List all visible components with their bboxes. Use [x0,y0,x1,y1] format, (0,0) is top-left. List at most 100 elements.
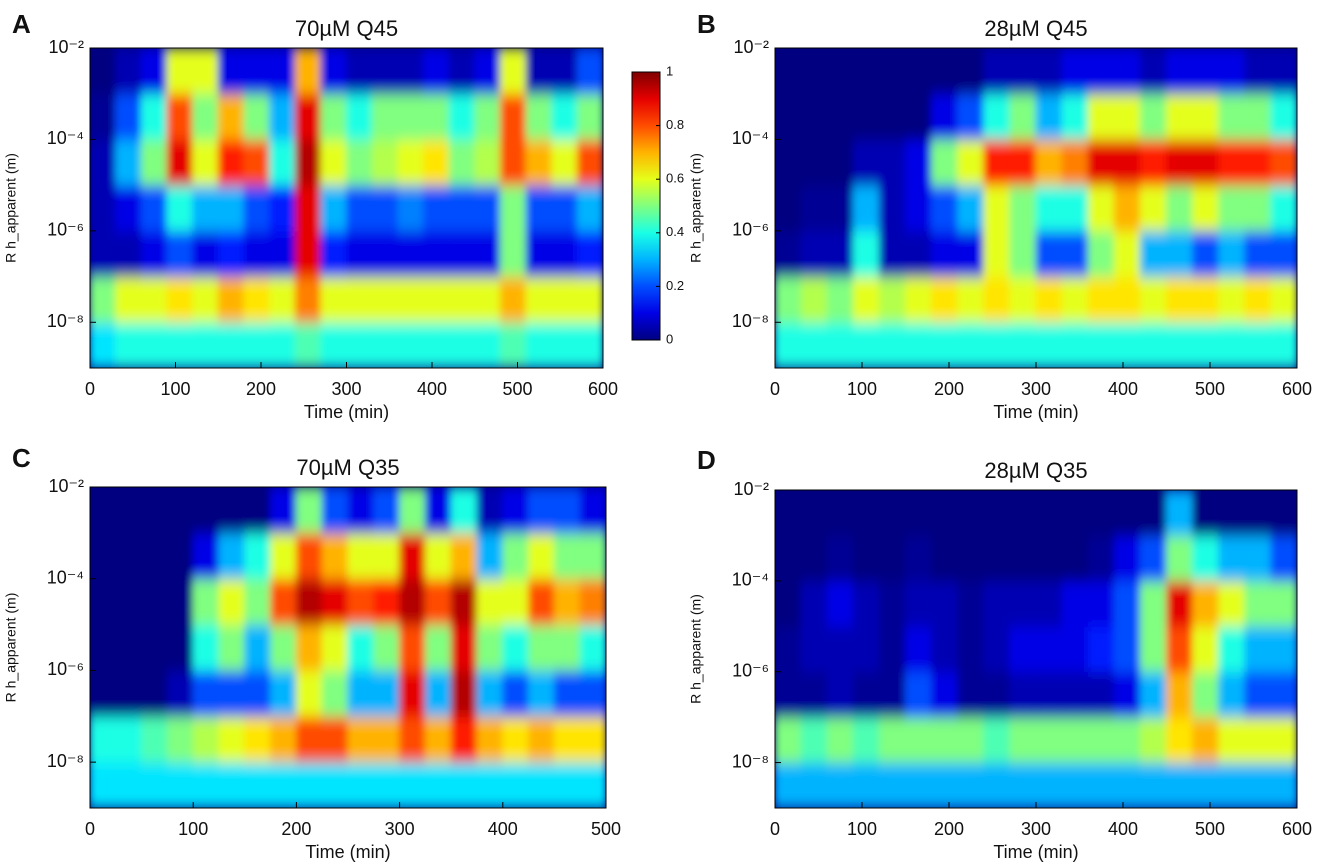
heat-cell [905,762,933,808]
heat-cell [1087,138,1115,186]
heat-cell [399,715,426,763]
heat-cell [90,48,117,95]
heat-cell [1087,671,1115,718]
y-tick-label: 10⁻⁴ [47,128,84,148]
heat-cell [775,762,802,808]
x-axis-label: Time (min) [304,402,389,422]
heat-cell [166,669,194,717]
heat-cell [775,93,802,140]
heat-cell [1218,671,1246,718]
heat-cell [1035,580,1063,627]
heat-cell [373,578,401,626]
heat-cell [90,578,117,626]
heatmap-clip [90,48,603,368]
y-tick-label: 10⁻⁶ [732,220,769,240]
heat-cell [800,671,828,718]
heat-cell [166,532,194,580]
heat-cell [218,487,246,534]
heat-cell [775,671,802,718]
heat-cell [957,580,985,627]
heat-cell [448,138,476,186]
heat-cell [422,138,450,186]
x-tick-label: 400 [488,819,518,839]
heat-cell [1139,762,1167,808]
heat-cell [346,230,373,278]
heat-cell [295,487,323,534]
heat-cell [1270,138,1297,186]
heat-cell [115,276,142,323]
heat-cell [1192,671,1220,718]
heat-cell [1009,580,1037,627]
heat-cell [1244,716,1272,764]
heat-cell [474,321,501,368]
heat-cell [826,625,854,673]
heat-cell [1035,48,1063,95]
heat-cell [1087,184,1115,232]
heat-cell [140,48,168,95]
heat-cell [1270,230,1297,278]
heat-cell [399,624,426,671]
heat-cell [243,321,271,368]
heat-cell [346,184,373,232]
heat-cell [931,138,959,186]
heat-cell [852,716,880,764]
y-tick-label: 10⁻⁸ [47,311,84,331]
heat-cell [502,669,530,717]
heat-cell [115,624,143,671]
heat-cell [525,230,553,278]
panel-title: 28µM Q45 [984,16,1087,41]
colorbar-tick-label: 0.2 [666,278,684,293]
heat-cell [931,184,959,232]
heat-cell [1270,184,1297,232]
heat-cell [525,138,553,186]
heat-cell [553,578,581,626]
heat-cell [1035,490,1063,536]
heat-cell [528,715,555,763]
heat-cell [371,276,399,323]
heat-cell [192,578,220,626]
heat-cell [1113,671,1141,718]
heat-cell [1192,716,1220,764]
heat-cell [218,532,246,580]
y-tick-label: 10⁻² [48,37,84,57]
x-tick-label: 400 [1108,379,1138,399]
heat-cell [905,534,933,582]
heat-cell [217,48,245,95]
heat-cell [294,321,322,368]
y-axis-label: R h_apparent (m) [3,153,19,263]
heat-cell [502,578,530,626]
heat-cell [115,578,143,626]
heat-cell [448,321,476,368]
heat-cell [1113,276,1141,323]
heat-cell [553,669,581,717]
heatmap-clip [775,490,1297,808]
heat-cell [1244,230,1272,278]
heat-cell [270,487,297,534]
heat-cell [115,93,142,140]
heat-cell [115,184,142,232]
heat-cell [1270,48,1297,95]
y-tick-label: 10⁻⁸ [732,751,769,771]
y-tick-label: 10⁻⁸ [732,311,769,331]
heat-cell [218,715,246,763]
heat-cell [371,230,399,278]
heat-cell [90,321,117,368]
heat-cell [269,230,296,278]
heatmap-clip [775,48,1297,368]
heat-cell [957,762,985,808]
heat-cell [192,761,220,808]
heat-cell [141,669,168,717]
heat-cell [983,580,1011,627]
heat-cell [1166,716,1194,764]
heat-cell [1192,321,1220,368]
heat-cell [192,230,219,278]
heat-cell [1192,276,1220,323]
heat-cell [270,532,297,580]
heat-cell [878,321,906,368]
heat-cell [775,490,802,536]
heat-cell [192,532,220,580]
heat-cell [826,490,854,536]
heat-cell [1244,534,1272,582]
heat-cell [90,487,117,534]
